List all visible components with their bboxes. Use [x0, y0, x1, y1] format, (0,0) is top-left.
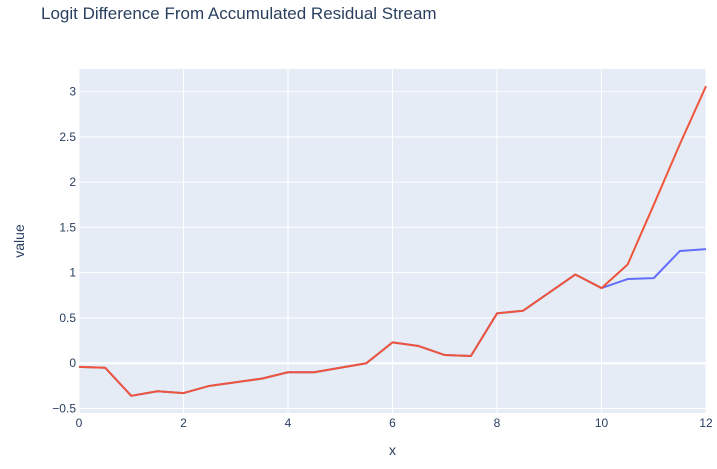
- chart-title: Logit Difference From Accumulated Residu…: [41, 4, 437, 23]
- grid-lines: [78, 69, 707, 413]
- y-tick-label: 3: [69, 85, 76, 99]
- y-tick-label: 2: [69, 175, 76, 189]
- x-tick-label: 6: [389, 416, 396, 430]
- y-tick-label: 2.5: [59, 130, 76, 144]
- x-tick-label: 2: [180, 416, 187, 430]
- y-tick-label: 0: [69, 356, 76, 370]
- series-line-2: [78, 85, 707, 397]
- x-axis-title: x: [389, 442, 396, 458]
- y-axis-title: value: [11, 224, 27, 258]
- y-tick-label: −0.5: [52, 401, 76, 415]
- x-tick-label: 0: [76, 416, 83, 430]
- x-tick-label: 4: [285, 416, 292, 430]
- tick-labels: 0 2 4 6 8 10 12−0.500.511.522.53: [52, 85, 713, 430]
- y-tick-label: 0.5: [59, 311, 76, 325]
- x-tick-label: 12: [699, 416, 713, 430]
- series-lines: [78, 85, 707, 397]
- y-tick-label: 1: [69, 266, 76, 280]
- x-tick-label: 10: [595, 416, 609, 430]
- x-tick-label: 8: [494, 416, 501, 430]
- y-tick-label: 1.5: [59, 220, 76, 234]
